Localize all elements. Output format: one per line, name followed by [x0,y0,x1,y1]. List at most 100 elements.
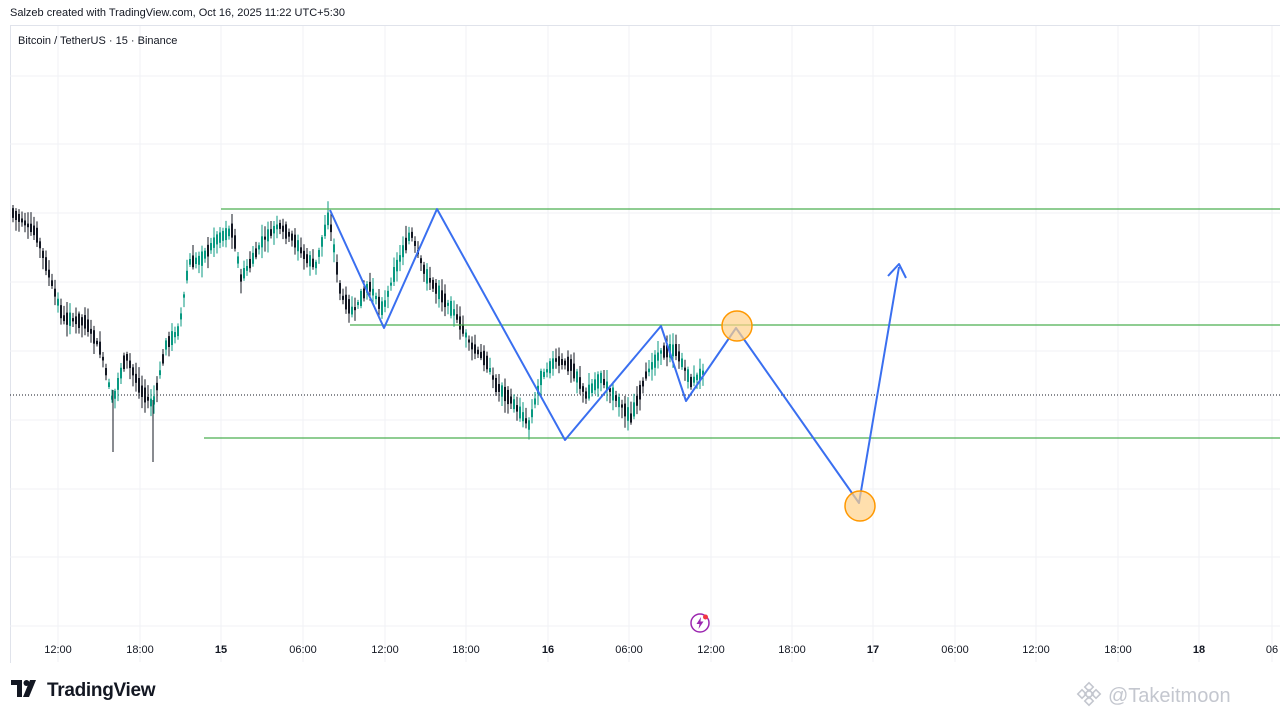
candle-body [252,252,254,264]
candle-body [42,250,44,259]
candle-body [693,376,695,383]
highlight-markers [721,310,876,522]
candle-body [438,285,440,300]
candle-body [645,371,647,379]
candle-body [132,367,134,376]
candle-body [69,312,71,326]
candle-body [690,376,692,388]
candle-body [498,384,500,392]
candle-body [51,280,53,287]
time-axis-label: 18 [1193,644,1205,656]
candle-body [102,356,104,361]
candle-body [144,387,146,403]
highlight-marker [721,310,753,342]
candle-body [270,229,272,236]
candle-body [165,340,167,350]
candle-body [402,245,404,258]
candle-body [246,265,248,271]
candle-body [492,375,494,380]
time-axis-label: 06:00 [615,644,643,656]
candle-body [300,247,302,254]
candle-body [516,405,518,412]
candle-body [279,222,281,229]
candle-body [66,312,68,325]
chart-pane[interactable] [10,25,1280,663]
candle-body [156,382,158,391]
candle-body [474,344,476,354]
candle-body [486,355,488,370]
candle-body [57,298,59,306]
tradingview-brand[interactable]: TradingView [11,680,156,702]
candle-body [411,231,413,238]
candle-body [567,356,569,372]
candle-body [558,356,560,366]
candle-body [291,233,293,241]
candle-body [519,406,521,419]
candle-body [570,359,572,371]
candle-body [213,237,215,248]
chart-credit: Salzeb created with TradingView.com, Oct… [10,7,345,19]
candle-body [267,229,269,242]
projection-drawing [329,208,907,504]
candle-body [21,218,23,223]
exchange-logo-icon [1076,681,1102,712]
candle-body [357,302,359,306]
candle-body [120,367,122,379]
candle-body [579,377,581,389]
candle-body [585,391,587,399]
candle-body [543,371,545,377]
candle-body [45,257,47,271]
candle-body [294,234,296,248]
candle-series [12,201,704,462]
candle-body [630,413,632,423]
candle-body [186,270,188,281]
lightning-event-icon[interactable] [690,613,710,633]
candle-body [504,386,506,402]
candle-body [177,326,179,337]
candle-body [522,412,524,422]
candle-body [54,288,56,297]
watermark: @Takeitmoon [1076,681,1231,712]
candle-body [384,300,386,307]
candle-body [129,360,131,369]
tradingview-logo-icon [11,680,41,702]
candle-body [372,288,374,296]
candle-body [72,318,74,322]
candle-body [426,269,428,284]
candle-body [225,228,227,241]
candle-body [576,371,578,383]
candle-body [603,378,605,386]
candle-body [114,390,116,399]
time-axis-label: 06:00 [289,644,317,656]
candle-body [315,261,317,269]
candle-body [159,370,161,376]
candle-body [150,398,152,407]
candle-body [60,305,62,319]
candle-body [210,243,212,251]
candle-body [12,208,14,218]
candle-body [189,258,191,265]
symbol-title[interactable]: Bitcoin / TetherUS · 15 · Binance [18,35,178,47]
candle-body [657,352,659,361]
time-axis-label: 06:00 [941,644,969,656]
candle-body [90,328,92,334]
candle-body [135,373,137,383]
candle-body [390,282,392,286]
candle-body [63,315,65,322]
candle-body [618,396,620,408]
candle-body [30,223,32,233]
candle-body [675,344,677,356]
candle-body [555,358,557,362]
candle-body [363,288,365,299]
time-axis-label: 18:00 [452,644,480,656]
candle-body [546,369,548,373]
candle-body [702,370,704,375]
candle-body [432,279,434,289]
candle-body [126,354,128,361]
candle-body [24,220,26,226]
candle-body [639,384,641,400]
candle-body [615,395,617,401]
candle-body [453,309,455,316]
candle-body [204,250,206,259]
